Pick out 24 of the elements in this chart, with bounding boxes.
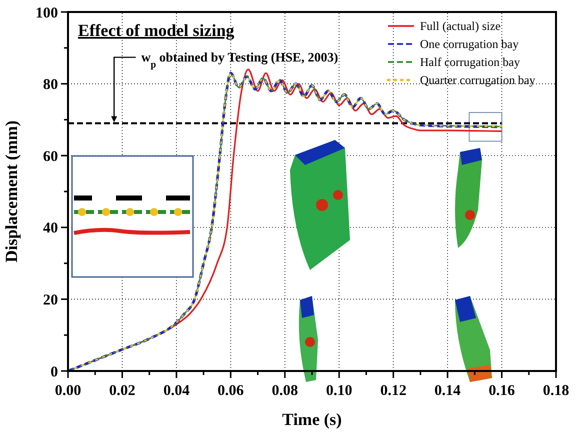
x-tick-label: 0.12 xyxy=(380,383,406,399)
x-tick-label: 0.06 xyxy=(218,383,244,399)
legend-label: Full (actual) size xyxy=(420,19,501,34)
y-tick-label: 20 xyxy=(43,292,58,308)
x-tick-label: 0.02 xyxy=(109,383,136,399)
y-axis-title: Displacement (mm) xyxy=(2,120,21,263)
legend-label: One corrugation bay xyxy=(420,37,519,52)
x-tick-label: 0.10 xyxy=(326,383,352,399)
y-tick-label: 60 xyxy=(43,148,58,165)
x-tick-label: 0.08 xyxy=(272,383,298,399)
y-tick-label: 0 xyxy=(50,364,58,380)
x-tick-label: 0.18 xyxy=(542,383,570,399)
text: Effect of model sizing xyxy=(78,21,235,40)
y-tick-label: 80 xyxy=(43,77,58,94)
ref-line-label: w$_{p}$ obtained by Testing (HSE, 2003) xyxy=(141,49,338,70)
x-tick-label: 0.00 xyxy=(54,383,82,399)
legend-label: Quarter corrugation bay xyxy=(420,73,536,88)
x-tick-label: 0.04 xyxy=(163,383,190,399)
y-tick-label: 100 xyxy=(36,5,58,22)
legend-label: Half corrugation bay xyxy=(420,55,520,70)
y-tick-label: 40 xyxy=(43,220,58,237)
x-tick-label: 0.16 xyxy=(488,383,516,399)
x-tick-label: 0.14 xyxy=(434,383,462,399)
x-axis-title: Time (s) xyxy=(282,410,342,429)
